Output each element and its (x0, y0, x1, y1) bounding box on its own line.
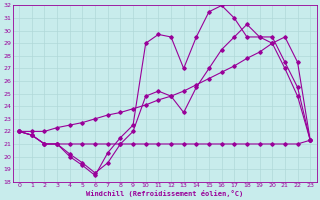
X-axis label: Windchill (Refroidissement éolien,°C): Windchill (Refroidissement éolien,°C) (86, 190, 243, 197)
